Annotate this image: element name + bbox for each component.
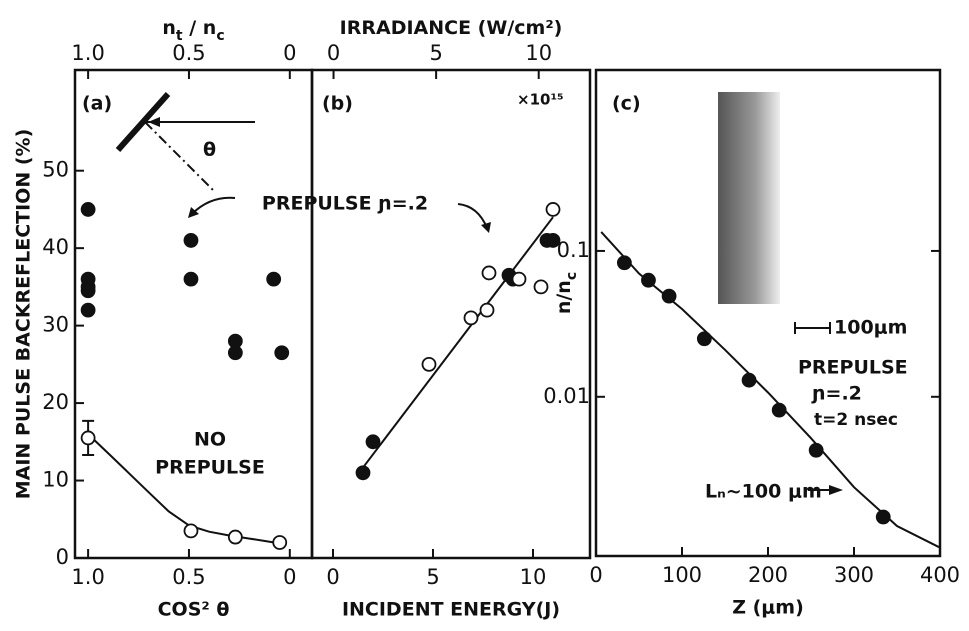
data-point bbox=[355, 465, 371, 481]
y-tick-label: 0.1 bbox=[557, 238, 590, 262]
data-point bbox=[80, 283, 96, 299]
label-part: t bbox=[176, 28, 183, 44]
angle-label: θ bbox=[203, 139, 216, 161]
data-point bbox=[875, 509, 891, 525]
data-point bbox=[545, 233, 561, 248]
x-tick-label: 5 bbox=[426, 565, 439, 589]
data-point bbox=[266, 271, 282, 287]
annotation: PREPULSE bbox=[798, 357, 908, 379]
data-point bbox=[481, 265, 497, 281]
data-point bbox=[463, 310, 479, 326]
data-point bbox=[80, 430, 96, 446]
y-tick-label: 0.01 bbox=[543, 384, 590, 408]
normal-line bbox=[144, 121, 216, 193]
arrowhead bbox=[148, 117, 160, 127]
plot-frame bbox=[310, 68, 592, 560]
label-part: / n bbox=[183, 17, 217, 39]
x2-tick-label: 5 bbox=[429, 41, 442, 65]
x-tick-label: 0 bbox=[283, 565, 296, 589]
panel-label: (b) bbox=[322, 93, 353, 115]
x-tick-label: 300 bbox=[834, 563, 874, 587]
label-part: c bbox=[216, 28, 224, 44]
x2-tick-label: 10 bbox=[525, 41, 552, 65]
arrowhead bbox=[481, 222, 491, 233]
data-point bbox=[479, 302, 495, 318]
data-point bbox=[533, 279, 549, 295]
data-point bbox=[661, 288, 677, 304]
fit-curve bbox=[358, 216, 554, 474]
annotation: PREPULSE ɲ=.2 bbox=[262, 193, 428, 215]
axis-label: IRRADIANCE (W/cm²) bbox=[340, 17, 563, 39]
x2-tick-label: 0 bbox=[327, 41, 340, 65]
y-tick-label: 0 bbox=[56, 545, 69, 569]
data-point bbox=[80, 302, 96, 318]
x-tick-label: 0 bbox=[589, 563, 602, 587]
y-tick-label: 10 bbox=[42, 468, 69, 492]
data-point bbox=[421, 356, 437, 372]
y-tick-label: 40 bbox=[42, 235, 69, 259]
data-point bbox=[227, 345, 243, 361]
x-axis-label: Z (μm) bbox=[732, 597, 804, 619]
multiplier: ×10¹⁵ bbox=[517, 91, 564, 109]
data-point bbox=[545, 202, 561, 217]
data-point bbox=[274, 345, 290, 361]
y-axis-label: MAIN PULSE BACKREFLECTION (%) bbox=[13, 129, 35, 500]
x2-tick-label: 0.5 bbox=[172, 41, 205, 65]
data-point bbox=[365, 434, 381, 450]
annotation: 100μm bbox=[834, 317, 907, 339]
y-tick-label: 20 bbox=[42, 390, 69, 414]
data-point bbox=[641, 272, 656, 288]
x-tick-label: 0 bbox=[326, 565, 339, 589]
data-point bbox=[227, 529, 243, 545]
annotation: PREPULSE bbox=[155, 457, 265, 479]
annotation: NO bbox=[194, 429, 226, 451]
x-tick-label: 100 bbox=[662, 563, 702, 587]
y-tick-label: 30 bbox=[42, 313, 69, 337]
data-point bbox=[183, 233, 199, 248]
data-point bbox=[183, 271, 199, 287]
panel-label: (a) bbox=[82, 93, 112, 115]
annotation: ɲ=.2 bbox=[811, 383, 862, 405]
label-part: n bbox=[162, 17, 176, 39]
data-point bbox=[741, 372, 757, 388]
inset-image bbox=[718, 92, 780, 304]
label-part: IRRADIANCE (W/cm²) bbox=[340, 17, 563, 39]
x-tick-label: 0.5 bbox=[172, 565, 205, 589]
x-axis-label: INCIDENT ENERGY(J) bbox=[342, 599, 560, 621]
data-point bbox=[616, 255, 632, 271]
label-part: c bbox=[564, 272, 580, 280]
annotation: t=2 nsec bbox=[814, 410, 898, 430]
annotation: Lₙ~100 μm bbox=[705, 481, 822, 503]
x-tick-label: 1.0 bbox=[71, 565, 104, 589]
axis-label: n/nc bbox=[553, 272, 581, 314]
data-point bbox=[80, 202, 96, 217]
data-point bbox=[183, 523, 199, 539]
arrowhead bbox=[829, 485, 843, 495]
arrowhead bbox=[188, 207, 199, 218]
label-part: n/n bbox=[553, 280, 575, 314]
axis-label: nt / nc bbox=[162, 17, 224, 45]
panel-label: (c) bbox=[612, 93, 641, 115]
y-tick-label: 50 bbox=[42, 158, 69, 182]
data-point bbox=[511, 271, 527, 287]
x2-tick-label: 0 bbox=[283, 41, 296, 65]
data-point bbox=[808, 442, 824, 458]
x2-tick-label: 1.0 bbox=[71, 41, 104, 65]
data-point bbox=[771, 402, 787, 418]
x-tick-label: 10 bbox=[520, 565, 547, 589]
data-point bbox=[272, 535, 288, 550]
mirror-icon bbox=[115, 92, 171, 152]
x-tick-label: 400 bbox=[920, 563, 960, 587]
x-axis-label: COS² θ bbox=[158, 599, 230, 621]
x-tick-label: 200 bbox=[748, 563, 788, 587]
data-point bbox=[696, 331, 712, 347]
